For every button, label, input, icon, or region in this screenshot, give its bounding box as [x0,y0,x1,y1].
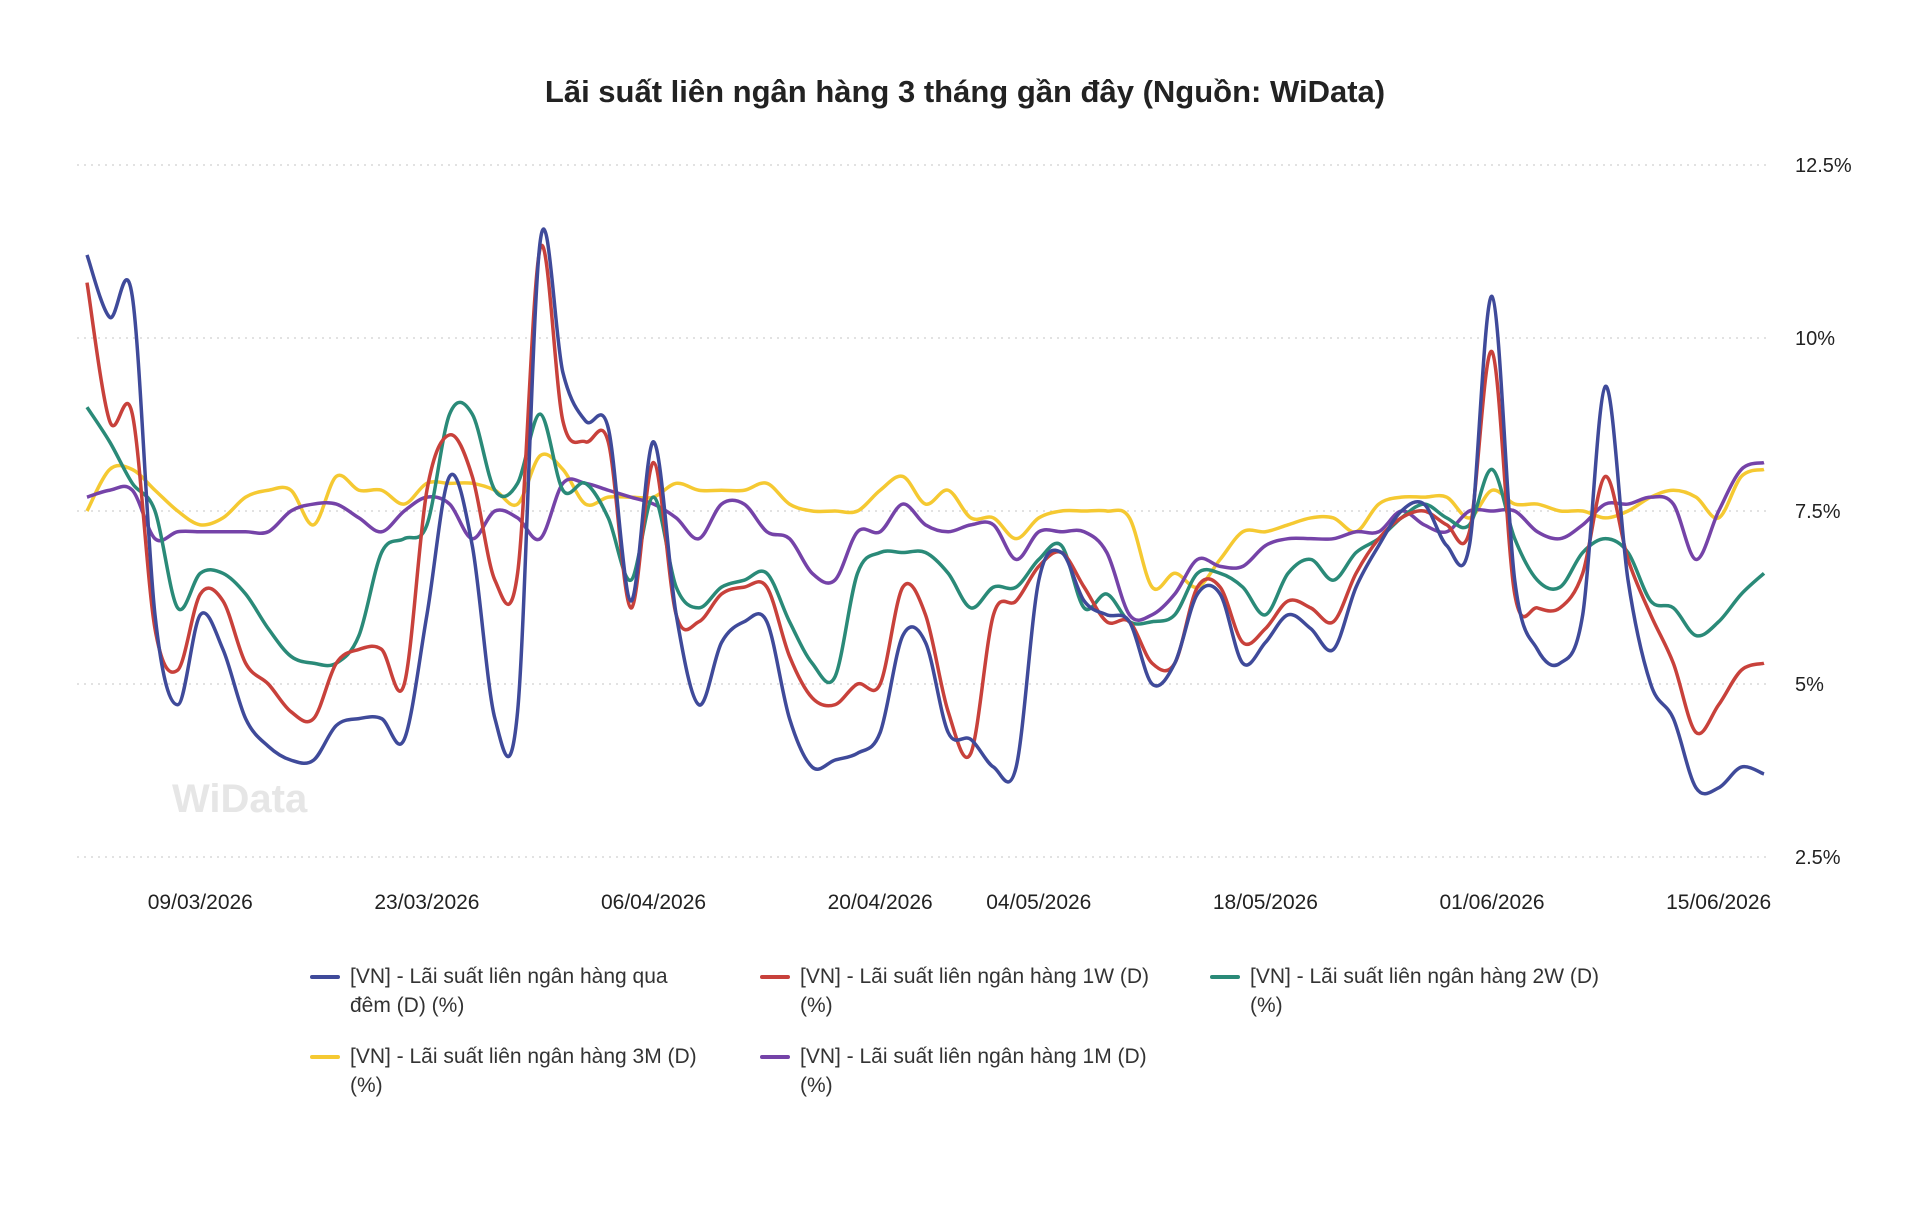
y-tick-label: 10% [1795,328,1835,350]
watermark: WiData [172,777,308,821]
line-series [85,243,1765,759]
legend-item[interactable]: [VN] - Lãi suất liên ngân hàng 3M (D) (%… [310,1042,760,1100]
legend-item[interactable]: [VN] - Lãi suất liên ngân hàng 1W (D) (%… [760,962,1210,1020]
chart-title: Lãi suất liên ngân hàng 3 tháng gần đây … [545,74,1385,109]
y-tick-label: 12.5% [1795,155,1852,177]
y-tick-label: 5% [1795,674,1824,696]
legend-item[interactable]: [VN] - Lãi suất liên ngân hàng 1M (D) (%… [760,1042,1210,1100]
legend: [VN] - Lãi suất liên ngân hàng qua đêm (… [310,962,1710,1122]
x-tick-label: 15/06/2026 [1666,891,1771,914]
legend-label: [VN] - Lãi suất liên ngân hàng 1M (D) (%… [800,1045,1147,1097]
x-tick-label: 01/06/2026 [1439,891,1544,914]
x-tick-label: 18/05/2026 [1213,891,1318,914]
legend-swatch [760,1055,790,1059]
x-tick-label: 09/03/2026 [148,891,253,914]
x-tick-label: 20/04/2026 [828,891,933,914]
line-series [85,452,1765,591]
y-tick-label: 7.5% [1795,501,1841,523]
line-series [85,227,1765,796]
legend-swatch [310,975,340,979]
legend-label: [VN] - Lãi suất liên ngân hàng 1W (D) (%… [800,965,1150,1017]
line-series [85,400,1766,685]
legend-swatch [760,975,790,979]
legend-label: [VN] - Lãi suất liên ngân hàng qua đêm (… [350,965,668,1017]
x-tick-label: 04/05/2026 [986,891,1091,914]
legend-label: [VN] - Lãi suất liên ngân hàng 2W (D) (%… [1250,965,1600,1017]
x-tick-label: 06/04/2026 [601,891,706,914]
legend-item[interactable]: [VN] - Lãi suất liên ngân hàng 2W (D) (%… [1210,962,1660,1020]
x-tick-label: 23/03/2026 [374,891,479,914]
legend-label: [VN] - Lãi suất liên ngân hàng 3M (D) (%… [350,1045,697,1097]
legend-item[interactable]: [VN] - Lãi suất liên ngân hàng qua đêm (… [310,962,760,1020]
y-tick-label: 2.5% [1795,847,1841,869]
line-series [86,460,1765,623]
legend-swatch [310,1055,340,1059]
legend-swatch [1210,975,1240,979]
